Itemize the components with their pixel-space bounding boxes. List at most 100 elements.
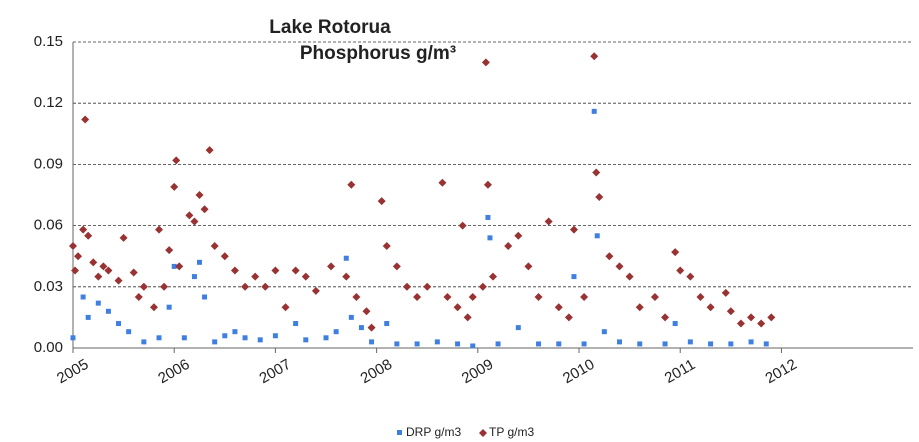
x-tick-label: 2010 — [560, 356, 597, 387]
point — [453, 303, 462, 312]
point — [172, 156, 181, 165]
point — [571, 274, 577, 280]
point — [241, 282, 250, 291]
point — [413, 293, 422, 301]
point — [139, 282, 148, 291]
point — [514, 231, 523, 240]
point — [156, 335, 162, 341]
point — [671, 248, 680, 257]
legend-label: DRP g/m3 — [406, 425, 461, 439]
point — [481, 58, 490, 67]
point — [489, 272, 497, 281]
point — [721, 288, 730, 297]
point — [377, 197, 386, 206]
point — [468, 293, 477, 301]
point — [79, 225, 88, 234]
point — [747, 313, 756, 322]
y-tick-label: 0.12 — [34, 94, 63, 111]
point — [392, 262, 401, 271]
point — [165, 246, 174, 255]
point — [116, 321, 122, 327]
point — [767, 313, 776, 322]
point — [736, 319, 745, 328]
point — [114, 276, 123, 285]
point — [190, 217, 199, 226]
point — [763, 341, 769, 347]
point — [342, 272, 351, 281]
y-tick-label: 0.03 — [34, 278, 63, 295]
chart-title: Lake Rotorua — [269, 17, 391, 38]
point — [171, 263, 177, 269]
point — [536, 341, 542, 347]
point — [556, 341, 562, 347]
point — [89, 258, 98, 267]
point — [327, 262, 336, 271]
point — [414, 341, 420, 347]
x-tick-label: 2005 — [54, 356, 91, 387]
point — [661, 313, 670, 322]
point — [617, 339, 623, 345]
point — [438, 178, 447, 187]
point — [70, 335, 76, 341]
point — [94, 272, 103, 281]
point — [423, 282, 432, 291]
point — [591, 108, 597, 114]
point — [362, 307, 371, 316]
point — [635, 303, 644, 312]
point — [311, 286, 320, 295]
point — [757, 319, 766, 328]
x-tick-label: 2011 — [662, 356, 698, 387]
point — [590, 52, 599, 61]
point — [200, 205, 209, 214]
point — [181, 335, 187, 341]
point — [191, 274, 197, 280]
x-tick-label: 2009 — [459, 356, 496, 387]
point — [650, 293, 659, 301]
point — [197, 259, 203, 265]
point — [605, 252, 614, 261]
point — [580, 293, 589, 301]
point — [69, 242, 77, 250]
point — [230, 266, 239, 275]
legend-marker — [397, 430, 402, 435]
point — [515, 325, 521, 331]
point — [175, 262, 184, 271]
point — [581, 341, 587, 347]
point — [166, 304, 172, 310]
point — [74, 252, 83, 261]
point — [367, 323, 376, 332]
point — [81, 115, 90, 124]
point — [242, 335, 248, 341]
point — [455, 341, 461, 347]
y-tick-label: 0.06 — [34, 217, 63, 234]
point — [291, 266, 300, 275]
point — [569, 225, 578, 234]
point — [85, 314, 91, 320]
point — [544, 217, 553, 226]
point — [323, 335, 329, 341]
point — [478, 282, 487, 291]
point — [637, 341, 643, 347]
point — [358, 325, 364, 331]
point — [129, 268, 138, 277]
y-tick-label: 0.00 — [34, 339, 63, 356]
point — [347, 180, 356, 189]
point — [170, 182, 179, 191]
point — [504, 242, 513, 250]
point — [592, 168, 601, 177]
point — [185, 211, 194, 220]
point — [696, 293, 705, 301]
point — [71, 266, 80, 275]
point — [463, 313, 472, 322]
point — [160, 282, 169, 291]
point — [369, 339, 375, 345]
point — [495, 341, 501, 347]
point — [333, 329, 339, 335]
x-tick-label: 2012 — [762, 356, 799, 387]
point — [195, 191, 204, 199]
y-tick-label: 0.09 — [34, 155, 63, 172]
point — [402, 282, 411, 291]
point — [348, 314, 354, 320]
point — [554, 303, 563, 312]
